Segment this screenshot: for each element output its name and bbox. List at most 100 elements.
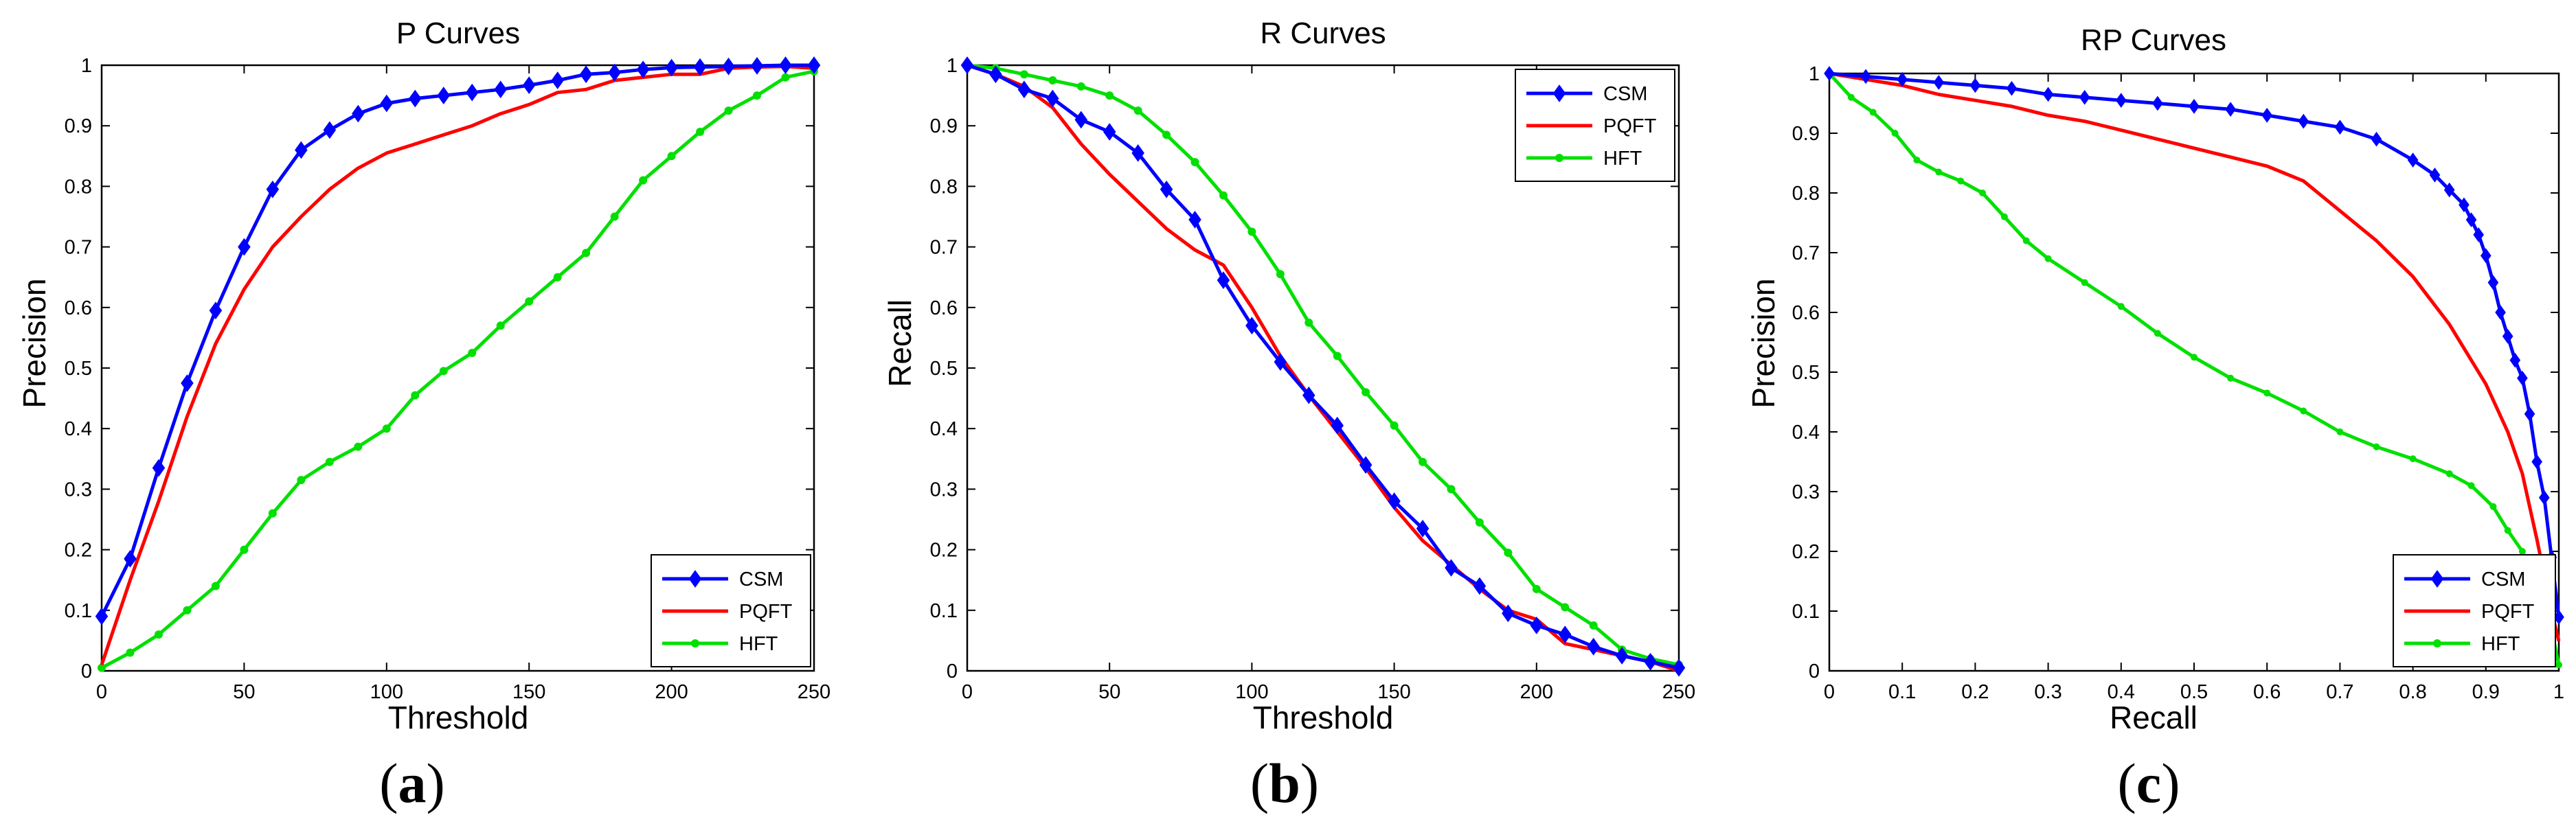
data-point-marker (1247, 227, 1256, 236)
data-point-marker (325, 457, 334, 466)
x-axis-label: Recall (2110, 700, 2197, 735)
data-point-marker (1860, 69, 1871, 84)
y-tick-label: 0.5 (65, 358, 92, 380)
y-tick-label: 0 (1809, 661, 1820, 683)
data-point-marker (152, 459, 166, 477)
data-point-marker (553, 273, 562, 282)
data-point-marker (2509, 352, 2521, 368)
x-tick-label: 0.5 (2180, 681, 2208, 703)
y-tick-label: 0.9 (1792, 123, 1820, 145)
data-point-marker (1359, 456, 1372, 474)
legend-item-pqft: PQFT (662, 601, 793, 623)
y-tick-label: 1 (81, 55, 92, 77)
data-point-marker (1644, 652, 1657, 671)
plot-area: 0 50 100 150 200 250 0 0.1 0.2 0.3 0.4 0.5 0.6 0.7 0.8… (930, 55, 1696, 703)
y-tick-label: 0.1 (1792, 601, 1820, 623)
series-line (1829, 71, 2561, 642)
x-tick-label: 250 (1662, 681, 1695, 703)
y-tick-label: 0.8 (930, 176, 958, 198)
series-pqft (967, 63, 1680, 673)
data-point-marker (2300, 407, 2307, 415)
y-tick-label: 0.3 (65, 479, 92, 501)
panel-label-close: ) (2161, 752, 2180, 814)
data-point-marker (2000, 213, 2008, 220)
data-point-marker (1390, 421, 1399, 430)
data-point-marker (2334, 119, 2346, 135)
legend-item-pqft: PQFT (2404, 601, 2535, 623)
data-point-marker (1913, 157, 1921, 164)
data-point-marker (2022, 237, 2030, 244)
data-point-marker (2445, 470, 2453, 477)
y-tick-label: 0.4 (65, 418, 92, 440)
data-point-marker (154, 630, 163, 639)
data-point-marker (724, 106, 733, 115)
data-point-marker (1891, 130, 1899, 137)
legend-item-hft: HFT (1526, 148, 1642, 170)
data-point-marker (2487, 275, 2499, 290)
series-pqft (1829, 71, 2561, 642)
data-point-marker (525, 297, 534, 306)
data-point-marker (2115, 93, 2127, 108)
data-point-marker (1160, 180, 1173, 198)
data-point-marker (1847, 93, 1855, 101)
data-point-marker (181, 374, 194, 392)
data-point-marker (323, 121, 337, 139)
y-tick-label: 0.6 (930, 297, 958, 319)
data-point-marker (1969, 78, 1981, 93)
data-point-marker (1672, 658, 1686, 677)
series-line (967, 63, 1680, 667)
data-point-marker (722, 57, 735, 76)
panel-label-open: ( (2117, 752, 2136, 814)
y-tick-label: 0.7 (1792, 242, 1820, 264)
data-point-marker (1957, 177, 1965, 185)
data-point-marker (1245, 317, 1258, 335)
data-point-marker (2191, 354, 2197, 361)
panel-label-letter: a (398, 752, 427, 814)
x-tick-label: 200 (1520, 681, 1553, 703)
y-tick-label: 0.2 (65, 540, 92, 562)
x-tick-label: 0 (96, 681, 107, 703)
legend-item-hft: HFT (2404, 633, 2520, 655)
data-point-marker (1188, 211, 1201, 229)
y-tick-label: 0.4 (1792, 422, 1820, 444)
x-tick-label: 50 (1098, 681, 1120, 703)
legend-label: HFT (1603, 148, 1642, 170)
y-tick-label: 0.1 (930, 600, 958, 622)
data-point-marker (380, 94, 394, 113)
data-point-marker (2042, 87, 2054, 102)
y-tick-label: 0.7 (930, 237, 958, 259)
panel-label-open: ( (379, 752, 398, 814)
data-point-marker (2154, 330, 2161, 337)
x-tick-label: 1 (2553, 681, 2564, 703)
x-tick-label: 100 (1235, 681, 1268, 703)
data-point-marker (1074, 111, 1088, 129)
data-point-marker (297, 476, 306, 485)
data-point-marker (989, 65, 1002, 84)
legend-item-csm: CSM (1526, 83, 1647, 105)
data-point-marker (209, 301, 223, 320)
legend-label: CSM (2481, 569, 2525, 591)
data-point-marker (807, 56, 821, 74)
legend-label: PQFT (2481, 601, 2535, 623)
data-point-marker (496, 321, 505, 330)
data-point-marker (411, 391, 420, 400)
legend: CSM PQFT HFT (651, 554, 811, 667)
data-point-marker (2524, 406, 2535, 422)
data-point-marker (1131, 144, 1144, 162)
x-tick-label: 0.6 (2253, 681, 2281, 703)
data-point-marker (494, 80, 507, 99)
y-tick-label: 0.5 (930, 358, 958, 380)
data-point-marker (1532, 584, 1541, 593)
data-point-marker (667, 152, 676, 161)
data-point-marker (579, 65, 593, 84)
data-point-marker (2336, 428, 2344, 435)
data-point-marker (2555, 661, 2562, 669)
legend-label: PQFT (1603, 115, 1657, 137)
data-point-marker (1046, 89, 1059, 108)
data-point-marker (1555, 154, 1563, 162)
x-axis-label: Threshold (1253, 700, 1394, 735)
data-point-marker (2473, 227, 2484, 242)
data-point-marker (439, 367, 448, 376)
data-point-marker (2538, 490, 2550, 505)
data-point-marker (1333, 352, 1342, 360)
